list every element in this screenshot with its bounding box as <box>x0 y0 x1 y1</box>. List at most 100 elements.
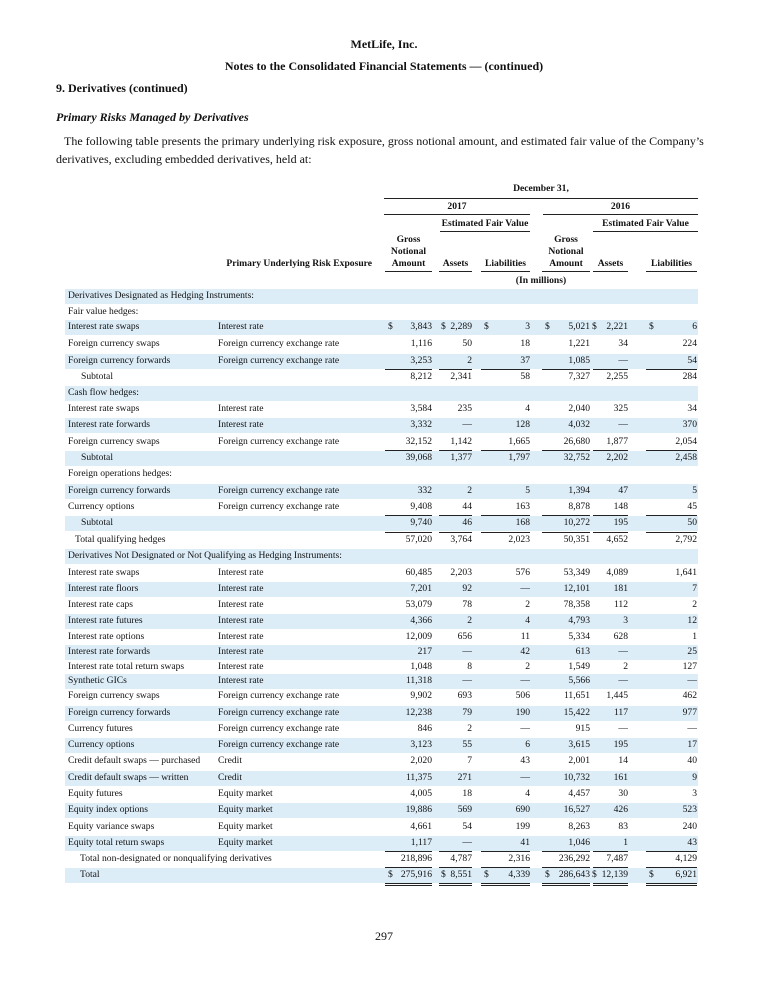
cell-value: 3,253 <box>410 355 432 366</box>
row-label: Foreign currency swaps <box>68 338 160 349</box>
year-header: 2017 <box>447 201 467 212</box>
cell-value: 523 <box>682 804 697 815</box>
cell-value: 3 <box>692 788 697 799</box>
cell-value: 199 <box>515 821 530 832</box>
total-rule <box>385 515 432 516</box>
cell-value: 8 <box>467 661 472 672</box>
total-rule <box>542 867 590 868</box>
cell-value: 462 <box>682 690 697 701</box>
total-rule <box>593 450 628 451</box>
cell-value: 3,332 <box>410 419 432 430</box>
row-label: Foreign currency swaps <box>68 690 160 701</box>
row-shading <box>65 581 698 597</box>
total-rule <box>481 867 530 868</box>
cell-value: 3,843 <box>410 321 432 332</box>
cell-value: 8,212 <box>410 371 432 382</box>
cell-value: 240 <box>682 821 697 832</box>
cell-value: — <box>520 772 530 783</box>
row-shading <box>65 319 698 335</box>
cell-value: 4,661 <box>410 821 432 832</box>
cell-value: 12,101 <box>563 583 590 594</box>
cell-value: 325 <box>613 403 628 414</box>
cell-value: — <box>618 355 628 366</box>
double-rule <box>542 885 590 886</box>
header-rule <box>439 271 472 272</box>
cell-value: 15,422 <box>563 707 590 718</box>
currency-sign: $ <box>441 321 446 332</box>
total-rule <box>593 851 628 852</box>
risk-exposure: Interest rate <box>218 631 264 642</box>
row-label: Credit default swaps — written <box>68 772 189 783</box>
risk-exposure: Interest rate <box>218 583 264 594</box>
cell-value: 12,009 <box>405 631 432 642</box>
cell-value: 5,334 <box>568 631 590 642</box>
total-rule <box>593 515 628 516</box>
cell-value: 112 <box>613 599 628 610</box>
row-label: Interest rate swaps <box>68 567 140 578</box>
risk-exposure: Foreign currency exchange rate <box>218 707 340 718</box>
cell-value: 2,792 <box>675 534 697 545</box>
cell-value: 2 <box>467 723 472 734</box>
total-rule <box>481 532 530 533</box>
cell-value: 2,316 <box>508 853 530 864</box>
fair-value-header: Estimated Fair Value <box>602 218 689 229</box>
total-rule <box>542 369 590 370</box>
double-rule <box>385 885 432 886</box>
cell-value: — <box>462 419 472 430</box>
cell-value: — <box>520 723 530 734</box>
cell-value: 286,643 <box>558 869 590 880</box>
cell-value: 55 <box>462 739 472 750</box>
cell-value: 6 <box>525 739 530 750</box>
cell-value: 168 <box>515 517 530 528</box>
row-label: Derivatives Not Designated or Not Qualif… <box>68 550 342 561</box>
column-header: Gross Notional Amount <box>548 234 584 269</box>
row-shading <box>65 705 698 721</box>
fair-value-header: Estimated Fair Value <box>441 218 529 229</box>
cell-value: 195 <box>613 739 628 750</box>
cell-value: 4,129 <box>675 853 697 864</box>
company: MetLife, Inc. <box>350 37 418 51</box>
cell-value: 2 <box>525 599 530 610</box>
cell-value: 1,549 <box>568 661 590 672</box>
total-rule <box>646 515 697 516</box>
row-label: Interest rate futures <box>68 615 143 626</box>
cell-value: 915 <box>575 723 590 734</box>
cell-value: 34 <box>618 338 628 349</box>
row-label: Interest rate floors <box>68 583 139 594</box>
column-header: Assets <box>442 258 469 269</box>
cell-value: 7 <box>467 755 472 766</box>
cell-value: 1,117 <box>410 837 432 848</box>
row-label: Interest rate forwards <box>68 419 151 430</box>
cell-value: 1,877 <box>606 436 628 447</box>
cell-value: 690 <box>515 804 530 815</box>
cell-value: 3,123 <box>410 739 432 750</box>
header-rule <box>385 271 432 272</box>
double-rule <box>542 883 590 884</box>
total-rule <box>542 515 590 516</box>
cell-value: 1,394 <box>568 485 590 496</box>
row-shading <box>65 548 698 564</box>
cell-value: 41 <box>520 837 530 848</box>
row-label: Foreign currency forwards <box>68 355 171 366</box>
risk-exposure: Interest rate <box>218 403 264 414</box>
total-rule <box>646 369 697 370</box>
cell-value: 50 <box>462 338 472 349</box>
risk-exposure: Foreign currency exchange rate <box>218 723 340 734</box>
cell-value: 1,142 <box>450 436 472 447</box>
cell-value: 60,485 <box>405 567 432 578</box>
cell-value: 79 <box>462 707 472 718</box>
cell-value: 6,921 <box>675 869 697 880</box>
row-shading <box>65 613 698 629</box>
row-shading <box>65 417 698 433</box>
header-rule <box>440 231 530 232</box>
row-shading <box>65 644 698 660</box>
cell-value: 1,445 <box>606 690 628 701</box>
cell-value: 148 <box>613 501 628 512</box>
cell-value: 4 <box>525 615 530 626</box>
header-rule <box>646 271 697 272</box>
cell-value: — <box>520 675 530 686</box>
risk-exposure: Foreign currency exchange rate <box>218 355 340 366</box>
cell-value: 127 <box>682 661 697 672</box>
cell-value: 235 <box>457 403 472 414</box>
risk-exposure: Interest rate <box>218 646 264 657</box>
